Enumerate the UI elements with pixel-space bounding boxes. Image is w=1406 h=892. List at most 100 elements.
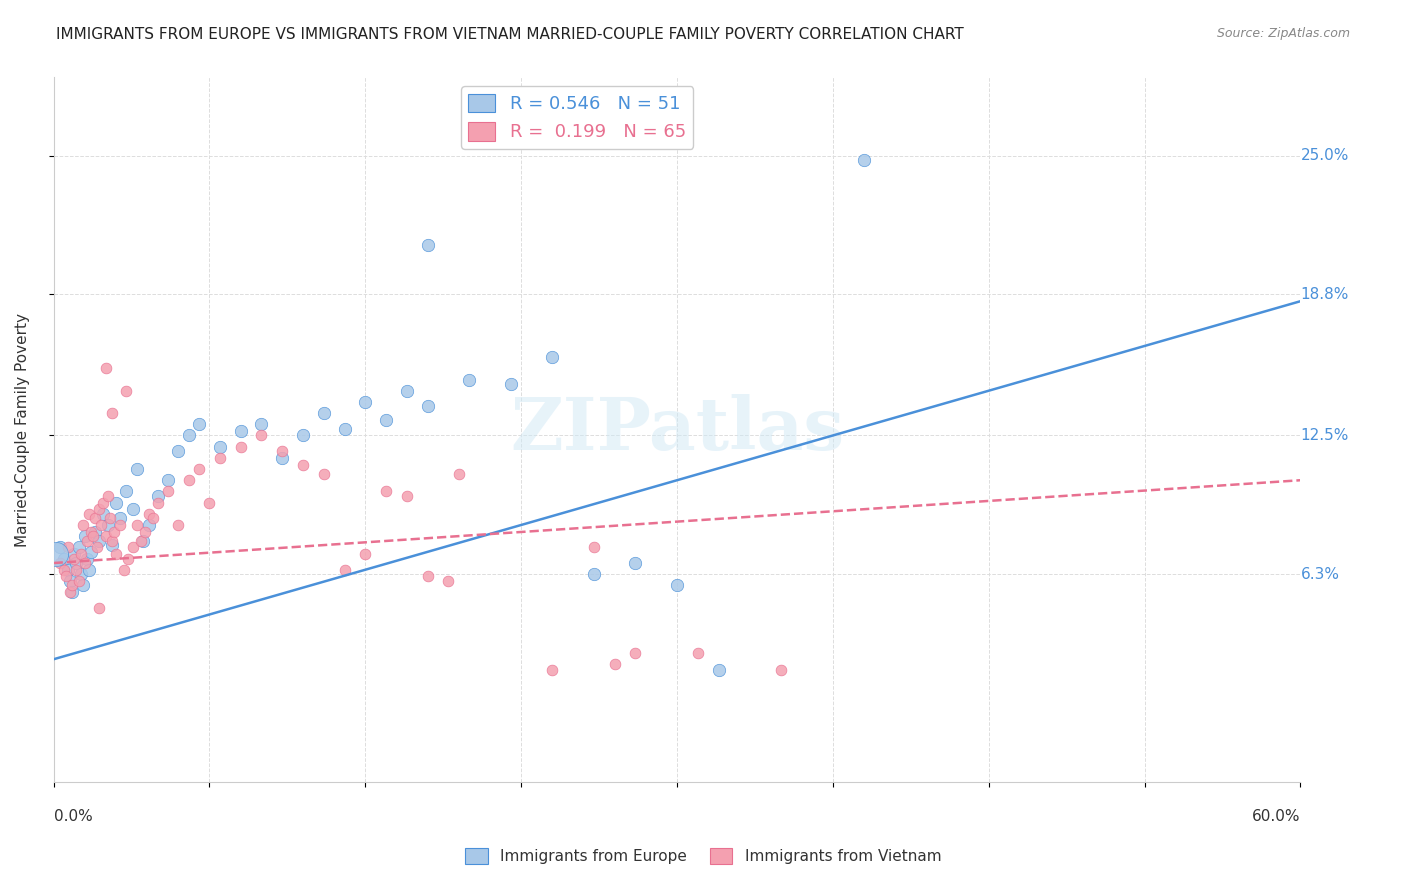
- Point: [60, 578, 83, 592]
- Point: [94, 361, 117, 376]
- Point: [72, 578, 94, 592]
- Point: [112, 563, 135, 577]
- Point: [375, 413, 398, 427]
- Point: [69, 547, 91, 561]
- Point: [89, 502, 111, 516]
- Point: [582, 541, 605, 555]
- Point: [84, 524, 107, 539]
- Y-axis label: Married-Couple Family Poverty: Married-Couple Family Poverty: [15, 313, 30, 547]
- Point: [291, 458, 314, 472]
- Point: [80, 545, 103, 559]
- Point: [103, 524, 125, 539]
- Point: [93, 495, 115, 509]
- Point: [104, 547, 127, 561]
- Point: [63, 547, 86, 561]
- Point: [291, 428, 314, 442]
- Point: [65, 563, 87, 577]
- Point: [101, 538, 124, 552]
- Point: [76, 533, 98, 548]
- Point: [541, 664, 564, 678]
- Point: [59, 585, 82, 599]
- Point: [121, 502, 143, 516]
- Point: [156, 473, 179, 487]
- Point: [55, 569, 77, 583]
- Point: [73, 529, 96, 543]
- Point: [73, 556, 96, 570]
- Point: [63, 551, 86, 566]
- Point: [624, 556, 647, 570]
- Point: [188, 462, 211, 476]
- Point: [582, 567, 605, 582]
- Point: [117, 551, 139, 566]
- Text: 0.0%: 0.0%: [53, 809, 93, 824]
- Point: [72, 518, 94, 533]
- Point: [395, 384, 418, 398]
- Point: [416, 238, 439, 252]
- Point: [84, 511, 107, 525]
- Point: [60, 585, 83, 599]
- Point: [138, 518, 160, 533]
- Point: [312, 467, 335, 481]
- Point: [125, 462, 148, 476]
- Legend: R = 0.546   N = 51, R =  0.199   N = 65: R = 0.546 N = 51, R = 0.199 N = 65: [461, 87, 693, 149]
- Point: [375, 484, 398, 499]
- Point: [156, 484, 179, 499]
- Point: [541, 350, 564, 364]
- Point: [458, 372, 481, 386]
- Point: [447, 467, 470, 481]
- Point: [115, 484, 138, 499]
- Point: [250, 428, 273, 442]
- Point: [56, 541, 79, 555]
- Point: [132, 533, 155, 548]
- Point: [188, 417, 211, 432]
- Text: ZIPatlas: ZIPatlas: [510, 394, 844, 466]
- Point: [108, 511, 131, 525]
- Text: 6.3%: 6.3%: [1301, 566, 1340, 582]
- Point: [121, 541, 143, 555]
- Point: [312, 406, 335, 420]
- Point: [354, 547, 377, 561]
- Point: [69, 567, 91, 582]
- Point: [624, 646, 647, 660]
- Point: [333, 563, 356, 577]
- Point: [707, 664, 730, 678]
- Point: [67, 541, 90, 555]
- Point: [53, 551, 76, 566]
- Point: [82, 529, 104, 543]
- Point: [77, 563, 100, 577]
- Point: [177, 428, 200, 442]
- Point: [499, 376, 522, 391]
- Point: [208, 440, 231, 454]
- Point: [56, 563, 79, 577]
- Point: [769, 664, 792, 678]
- Point: [59, 574, 82, 588]
- Point: [94, 529, 117, 543]
- Point: [115, 384, 138, 398]
- Point: [98, 511, 121, 525]
- Point: [853, 153, 876, 168]
- Point: [49, 556, 72, 570]
- Point: [80, 524, 103, 539]
- Point: [437, 574, 460, 588]
- Point: [104, 495, 127, 509]
- Point: [354, 395, 377, 409]
- Point: [65, 556, 87, 570]
- Text: IMMIGRANTS FROM EUROPE VS IMMIGRANTS FROM VIETNAM MARRIED-COUPLE FAMILY POVERTY : IMMIGRANTS FROM EUROPE VS IMMIGRANTS FRO…: [56, 27, 965, 42]
- Point: [198, 495, 221, 509]
- Point: [146, 489, 169, 503]
- Point: [89, 600, 111, 615]
- Point: [229, 440, 252, 454]
- Point: [208, 450, 231, 465]
- Point: [395, 489, 418, 503]
- Text: 18.8%: 18.8%: [1301, 287, 1348, 302]
- Point: [167, 444, 190, 458]
- Point: [101, 533, 124, 548]
- Point: [146, 495, 169, 509]
- Point: [603, 657, 626, 671]
- Point: [93, 507, 115, 521]
- Point: [142, 511, 165, 525]
- Point: [686, 646, 709, 660]
- Point: [229, 424, 252, 438]
- Point: [666, 578, 689, 592]
- Text: Source: ZipAtlas.com: Source: ZipAtlas.com: [1216, 27, 1350, 40]
